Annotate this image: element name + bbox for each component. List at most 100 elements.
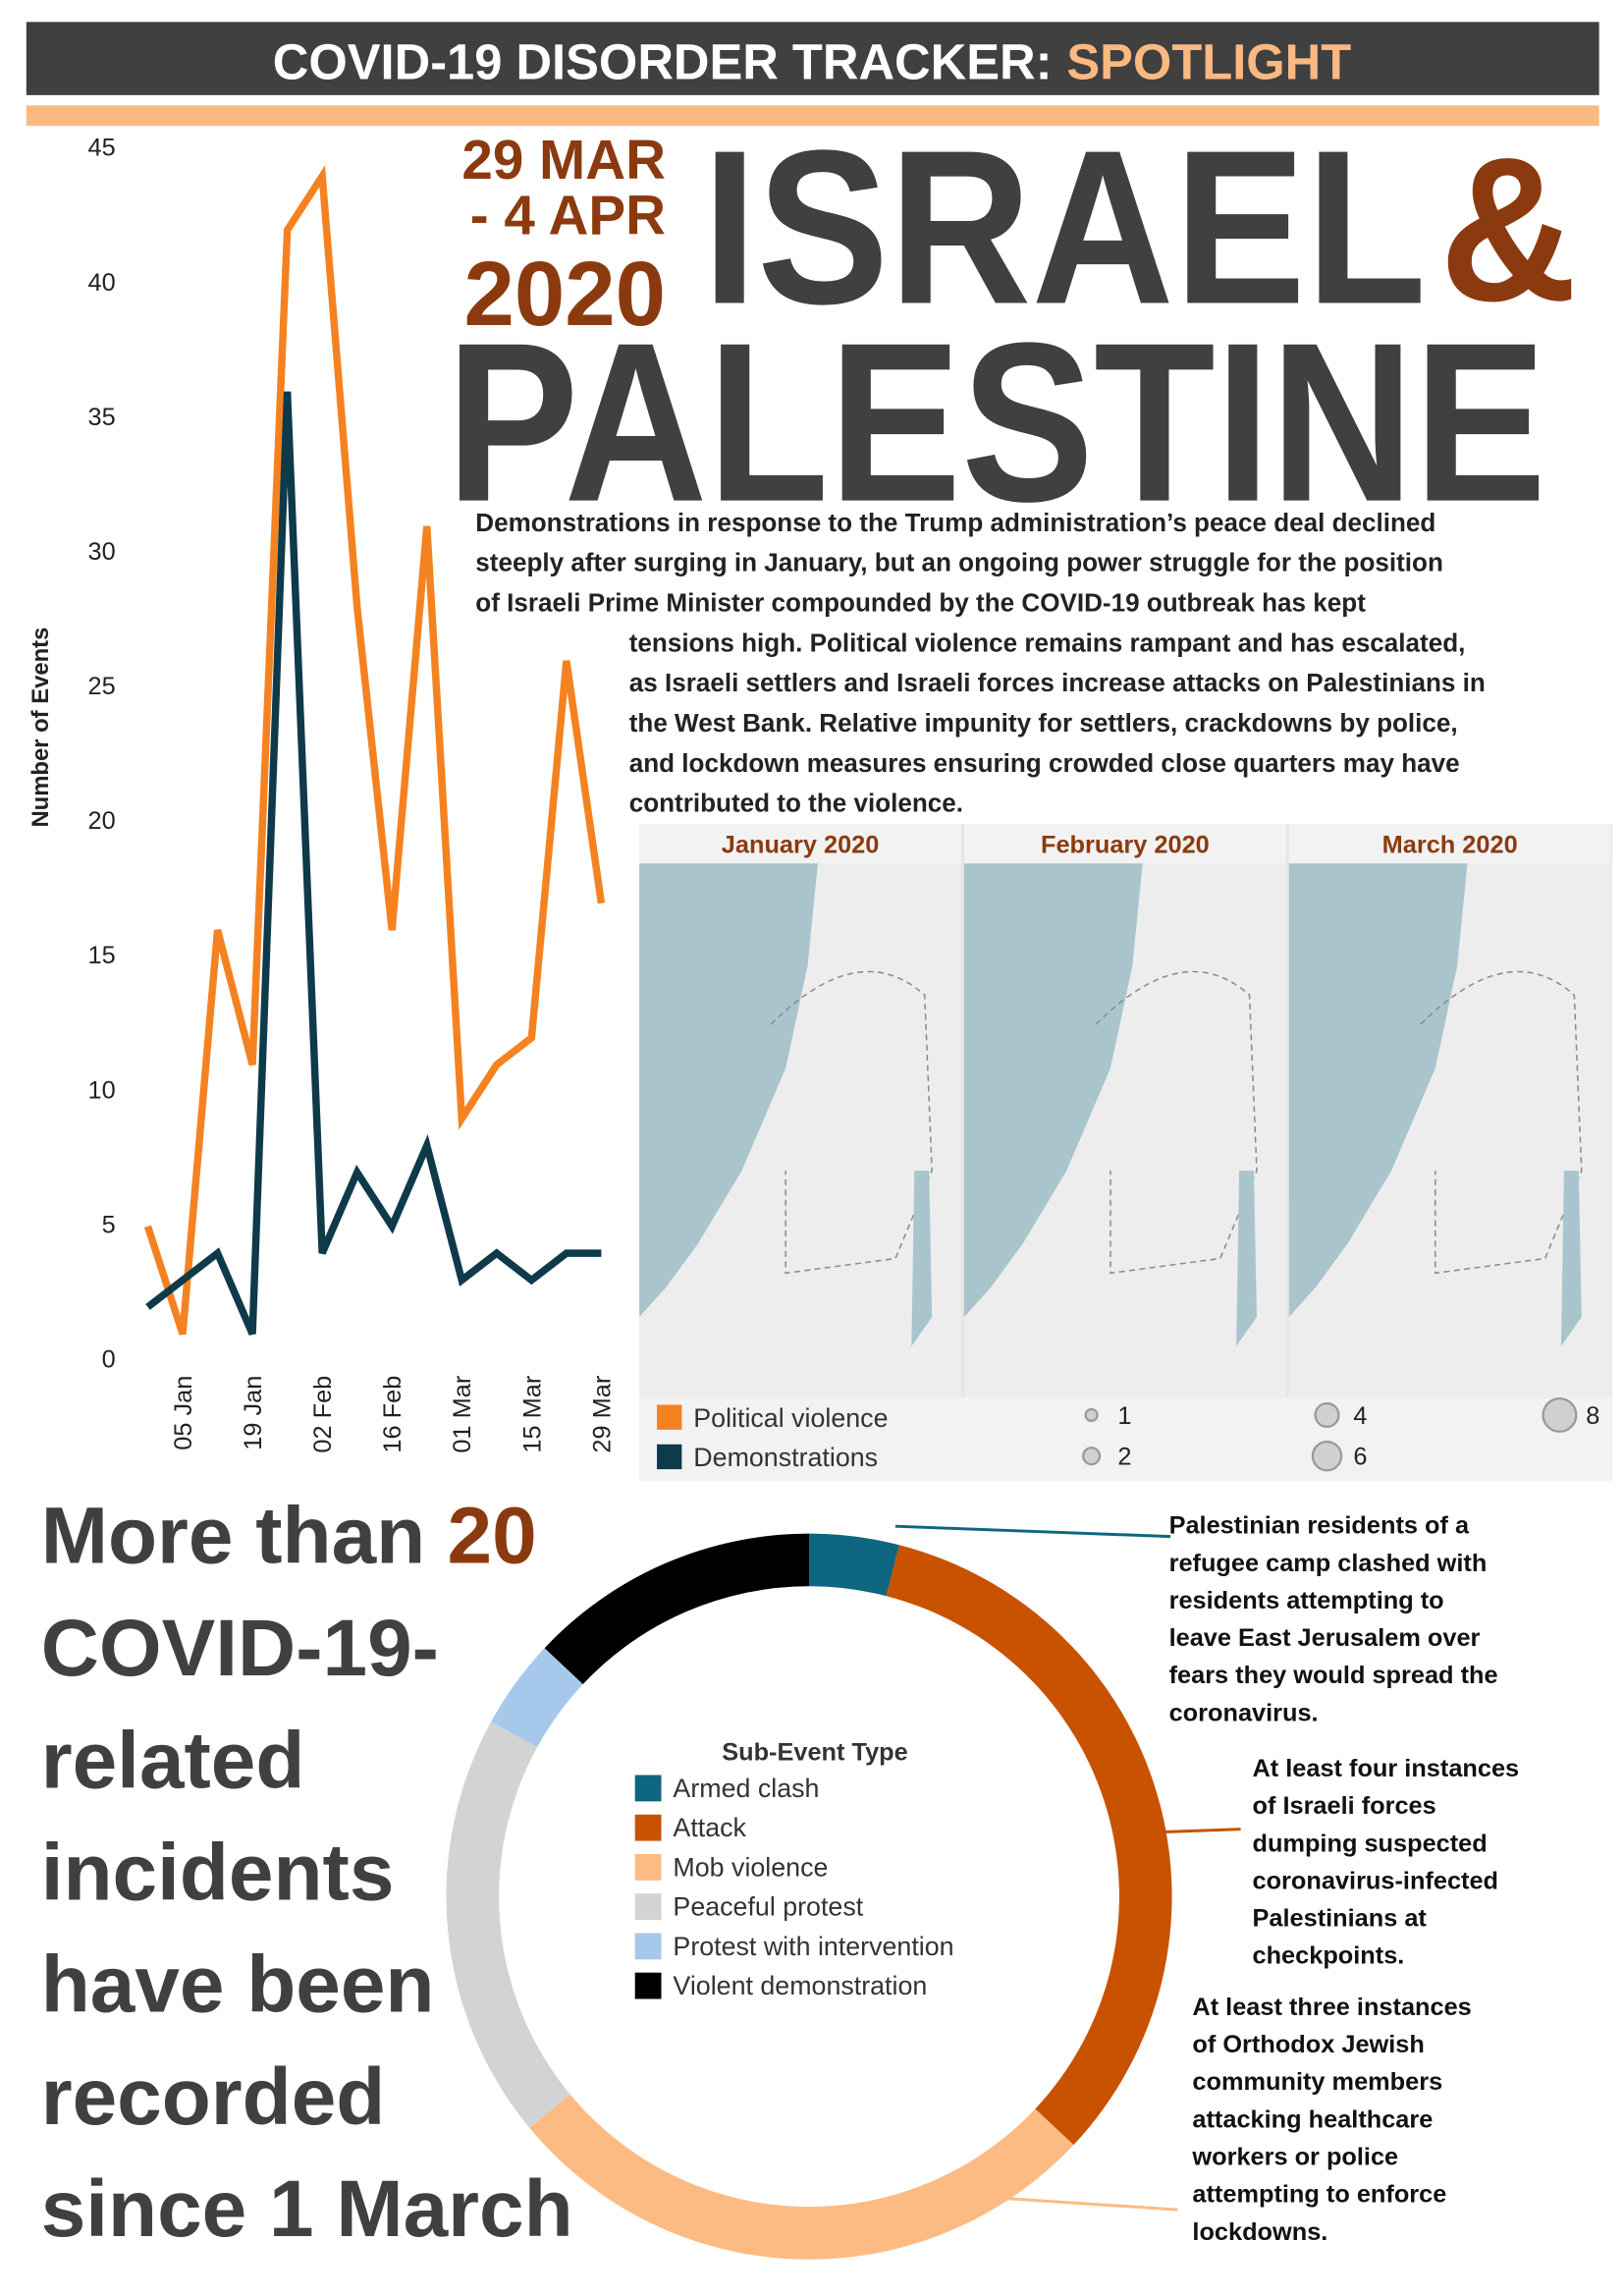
donut-segment	[544, 1533, 810, 1684]
y-tick-label: 35	[88, 404, 116, 431]
size-legend-label: 8	[1586, 1402, 1599, 1430]
donut-segment	[809, 1533, 899, 1597]
annotation-leader	[1160, 1828, 1241, 1834]
legend-label: Mob violence	[673, 1852, 828, 1882]
headline-number: 20	[448, 1491, 537, 1580]
legend-label: Violent demonstration	[673, 1971, 927, 2000]
annotation-line: coronavirus.	[1169, 1699, 1319, 1726]
map-border	[1095, 970, 1258, 1275]
donut-segment	[446, 1722, 570, 2128]
headline-line: since 1 March	[41, 2164, 573, 2254]
size-legend-circle	[1542, 1396, 1578, 1433]
headline: More than 20	[41, 1491, 537, 1580]
line-series	[145, 391, 602, 1336]
annotation-line: lockdowns.	[1192, 2218, 1327, 2246]
summary-line: as Israeli settlers and Israeli forces i…	[629, 668, 1486, 697]
map-dead-sea	[911, 1171, 933, 1346]
y-tick-label: 15	[88, 942, 116, 969]
legend-swatch	[657, 1444, 682, 1470]
map-header-bg	[1288, 823, 1611, 864]
size-legend-circle	[1311, 1440, 1343, 1472]
annotation-line: workers or police	[1191, 2143, 1398, 2170]
x-tick-label: 02 Feb	[309, 1376, 337, 1453]
legend-swatch	[657, 1404, 682, 1430]
title-amp: &	[1439, 115, 1577, 344]
summary-line: tensions high. Political violence remain…	[629, 628, 1466, 657]
y-tick-label: 20	[88, 807, 116, 835]
header-title: COVID-19 DISORDER TRACKER:	[273, 33, 1053, 89]
map-sea	[963, 863, 1143, 1318]
date-line: - 4 APR	[470, 184, 666, 246]
annotation-line: At least four instances	[1253, 1755, 1520, 1782]
map-dead-sea	[1560, 1171, 1582, 1346]
headline-line: incidents	[41, 1828, 395, 1917]
legend-swatch	[634, 1933, 662, 1960]
header-highlight: SPOTLIGHT	[1066, 33, 1351, 89]
legend-label: Attack	[673, 1813, 746, 1842]
header-rule	[26, 105, 1599, 127]
summary-line: and lockdown measures ensuring crowded c…	[629, 748, 1460, 778]
line-series	[143, 165, 606, 1336]
annotation-line: community members	[1192, 2068, 1442, 2096]
map-panel-title: January 2020	[722, 832, 880, 859]
y-tick-label: 45	[88, 135, 116, 162]
donut-segment	[529, 2094, 1074, 2260]
annotation-leader	[894, 1524, 1171, 1539]
x-tick-label: 15 Mar	[518, 1375, 546, 1452]
header: COVID-19 DISORDER TRACKER: SPOTLIGHT	[273, 33, 1351, 89]
map-header-bg	[963, 823, 1286, 864]
map-sea	[639, 863, 818, 1318]
map-border	[770, 970, 933, 1275]
legend-swatch	[634, 1853, 662, 1881]
headline-line: COVID-19-	[41, 1604, 439, 1693]
legend-swatch	[634, 1814, 662, 1841]
date-year: 2020	[463, 243, 665, 345]
size-legend-circle	[1082, 1447, 1102, 1466]
annotation-line: attacking healthcare	[1192, 2105, 1433, 2133]
y-tick-label: 5	[102, 1211, 116, 1238]
map-panel-title: February 2020	[1041, 832, 1210, 859]
donut-segment	[886, 1545, 1172, 2146]
legend-label: Peaceful protest	[673, 1892, 863, 1922]
summary-line: Demonstrations in response to the Trump …	[475, 508, 1435, 537]
legend-swatch	[634, 1775, 662, 1802]
y-tick-label: 25	[88, 673, 116, 700]
annotation-line: Palestinian residents of a	[1169, 1512, 1470, 1540]
map-sea	[1288, 863, 1468, 1318]
size-legend-label: 6	[1353, 1444, 1367, 1471]
donut-segment	[491, 1648, 583, 1748]
size-legend-circle	[1314, 1401, 1340, 1428]
annotation-line: leave East Jerusalem over	[1169, 1624, 1481, 1652]
map-panel-title: March 2020	[1382, 832, 1518, 859]
date-line: 29 MAR	[461, 129, 666, 191]
annotation-line: At least three instances	[1192, 1994, 1471, 2021]
summary-line: steeply after surging in January, but an…	[475, 548, 1443, 577]
annotation-line: refugee camp clashed with	[1169, 1550, 1488, 1577]
y-tick-label: 10	[88, 1076, 116, 1104]
y-axis-label: Number of Events	[27, 628, 54, 828]
summary-line: contributed to the violence.	[629, 789, 963, 818]
headline-line: have been	[41, 1941, 435, 2030]
map-header-bg	[639, 823, 961, 864]
annotation-line: Palestinians at	[1253, 1905, 1428, 1933]
legend-label: Demonstrations	[693, 1443, 878, 1472]
x-tick-label: 16 Feb	[379, 1376, 406, 1453]
annotation-line: of Israeli forces	[1253, 1792, 1436, 1820]
map-dead-sea	[1236, 1171, 1257, 1346]
size-legend-label: 4	[1353, 1402, 1367, 1430]
legend-bg	[639, 1397, 1613, 1482]
y-tick-label: 0	[102, 1345, 116, 1373]
size-legend-label: 2	[1117, 1444, 1131, 1471]
headline-prefix: More than	[41, 1491, 425, 1580]
legend-label: Political violence	[693, 1403, 888, 1433]
title-line: ISRAEL	[702, 105, 1427, 350]
legend-label: Armed clash	[673, 1774, 819, 1803]
annotation-leader	[906, 2190, 1178, 2212]
x-tick-label: 01 Mar	[449, 1375, 476, 1452]
header-bar	[26, 22, 1599, 95]
annotation-line: residents attempting to	[1169, 1587, 1444, 1614]
headline-line: recorded	[41, 2052, 386, 2142]
x-tick-label: 19 Jan	[240, 1376, 267, 1450]
annotation-line: fears they would spread the	[1169, 1662, 1498, 1689]
x-tick-label: 05 Jan	[170, 1376, 197, 1450]
